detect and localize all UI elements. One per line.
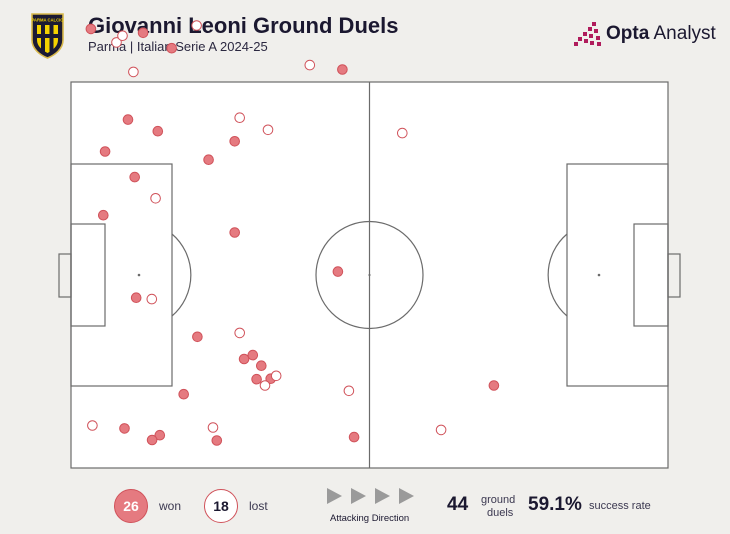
duel-won-marker: [251, 373, 262, 385]
duel-lost-marker: [128, 66, 139, 78]
duel-won-marker: [137, 27, 149, 39]
duel-won-marker: [238, 353, 250, 365]
duel-won-marker: [332, 266, 344, 277]
duel-won-marker: [229, 136, 240, 147]
duel-won-marker: [85, 23, 97, 35]
duel-won-marker: [348, 431, 360, 443]
duel-lost-marker: [304, 59, 316, 71]
duel-lost-marker: [270, 370, 282, 382]
duel-won-marker: [203, 154, 214, 165]
duel-won-marker: [152, 125, 164, 137]
duel-won-marker: [337, 64, 348, 75]
left-goal: [58, 253, 72, 298]
duel-lost-marker: [343, 385, 355, 397]
right-penalty-arc: [547, 233, 568, 317]
duel-won-marker: [229, 227, 240, 238]
duel-won-marker: [146, 434, 158, 446]
play-icon: [399, 488, 414, 504]
right-penalty-spot: [597, 273, 601, 277]
duel-lost-marker: [262, 124, 274, 136]
attacking-direction-arrows: [327, 488, 414, 504]
duel-lost-marker: [234, 327, 245, 339]
duel-lost-marker: [87, 420, 98, 431]
centre-circle: [315, 220, 424, 330]
duel-lost-marker: [117, 30, 128, 42]
won-count-badge: 26: [114, 489, 148, 523]
page-subtitle: Parma | Italian Serie A 2024-25: [88, 39, 268, 54]
duel-won-marker: [211, 435, 223, 446]
duel-lost-marker: [397, 127, 408, 139]
play-icon: [327, 488, 342, 504]
play-icon: [351, 488, 366, 504]
brand-name-rest: Analyst: [649, 23, 716, 44]
brand-name-bold: Opta: [606, 23, 650, 44]
success-rate-value: 59.1%: [528, 494, 582, 515]
right-goal: [667, 253, 681, 298]
duel-won-marker: [192, 331, 203, 343]
duel-lost-marker: [234, 112, 245, 123]
duel-lost-marker: [259, 380, 271, 391]
success-rate-label: success rate: [589, 500, 651, 512]
total-duels-label-line2: duels: [487, 507, 514, 519]
duel-won-marker: [129, 171, 140, 183]
play-icon: [375, 488, 390, 504]
opta-analyst-logo-icon: [574, 22, 601, 46]
duel-won-marker: [98, 209, 109, 221]
duel-won-marker: [154, 429, 166, 441]
attacking-direction-label: Attacking Direction: [330, 513, 410, 524]
brand-name: Opta Analyst: [606, 23, 716, 45]
duel-won-marker: [247, 349, 259, 361]
total-duels-label-line1: ground: [481, 494, 516, 506]
centre-spot: [368, 273, 371, 277]
duel-lost-marker: [150, 193, 161, 204]
svg-text:PARMA CALCIO: PARMA CALCIO: [31, 18, 64, 23]
duel-lost-marker: [191, 20, 202, 31]
lost-count-badge: 18: [204, 489, 238, 523]
duel-won-marker: [122, 114, 134, 125]
won-label: won: [159, 499, 182, 513]
duel-won-marker: [99, 146, 111, 157]
duel-won-marker: [166, 42, 177, 54]
total-duels-value: 44: [447, 494, 469, 515]
duel-lost-marker: [111, 37, 122, 48]
duel-lost-marker: [207, 422, 219, 433]
duel-lost-marker: [146, 293, 158, 305]
duel-won-marker: [256, 360, 267, 372]
left-penalty-arc: [171, 233, 192, 317]
duel-won-marker: [178, 388, 189, 400]
duel-lost-marker: [435, 424, 447, 436]
lost-label: lost: [249, 499, 268, 513]
left-penalty-spot: [137, 273, 141, 277]
duel-won-marker: [130, 292, 142, 304]
club-crest-icon: PARMA CALCIO: [31, 13, 64, 59]
duel-won-marker: [119, 423, 130, 434]
duel-won-marker: [488, 380, 500, 391]
